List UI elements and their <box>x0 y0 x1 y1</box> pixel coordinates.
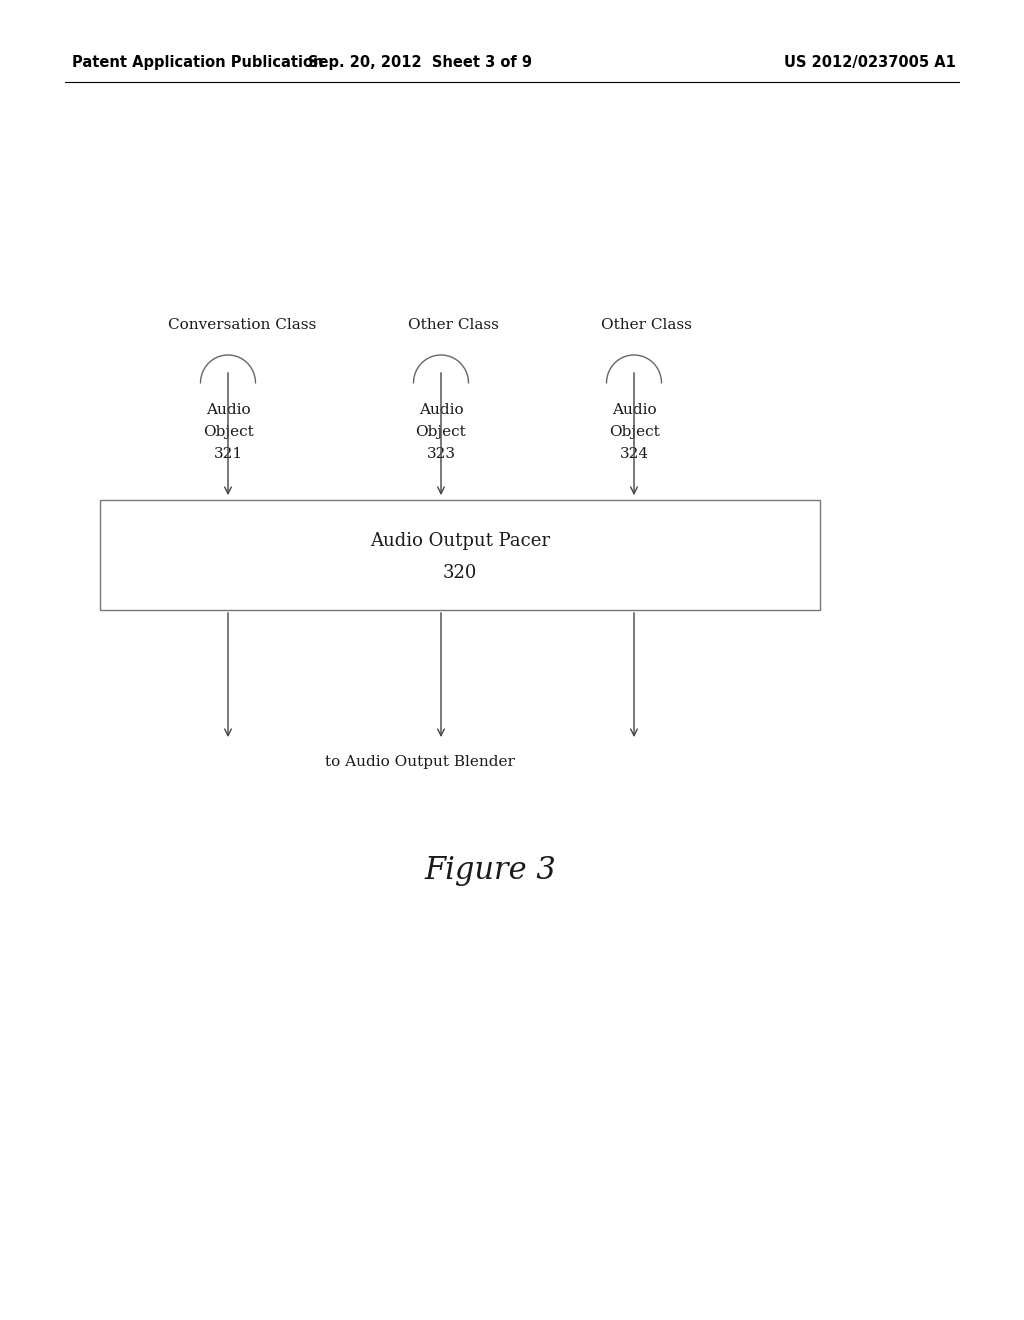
Text: Object: Object <box>416 425 466 440</box>
Text: 320: 320 <box>442 564 477 582</box>
Text: Object: Object <box>608 425 659 440</box>
Text: Audio: Audio <box>206 403 250 417</box>
Text: Audio Output Pacer: Audio Output Pacer <box>370 532 550 550</box>
Text: Conversation Class: Conversation Class <box>168 318 316 333</box>
Text: 323: 323 <box>427 447 456 461</box>
Text: Audio: Audio <box>611 403 656 417</box>
Text: to Audio Output Blender: to Audio Output Blender <box>325 755 515 770</box>
Text: Other Class: Other Class <box>408 318 499 333</box>
Text: 324: 324 <box>620 447 648 461</box>
Text: 321: 321 <box>213 447 243 461</box>
Bar <box>100 500 820 610</box>
Text: Sep. 20, 2012  Sheet 3 of 9: Sep. 20, 2012 Sheet 3 of 9 <box>308 54 532 70</box>
Text: Object: Object <box>203 425 253 440</box>
Text: Audio: Audio <box>419 403 463 417</box>
Text: Figure 3: Figure 3 <box>424 854 556 886</box>
Text: Patent Application Publication: Patent Application Publication <box>72 54 324 70</box>
Text: Other Class: Other Class <box>600 318 691 333</box>
Text: US 2012/0237005 A1: US 2012/0237005 A1 <box>784 54 956 70</box>
